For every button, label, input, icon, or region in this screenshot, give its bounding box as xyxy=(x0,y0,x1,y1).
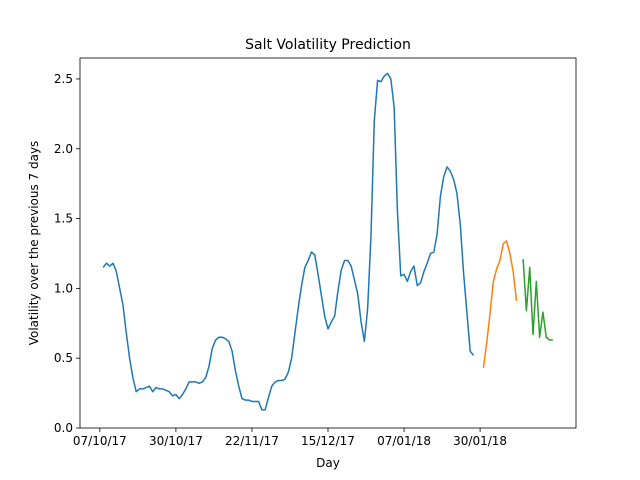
y-axis-label: Volatility over the previous 7 days xyxy=(27,141,41,346)
y-tick-label: 1.5 xyxy=(54,212,73,226)
chart-title: Salt Volatility Prediction xyxy=(245,37,411,53)
x-tick-label: 30/01/18 xyxy=(453,434,507,448)
x-tick-label: 15/12/17 xyxy=(301,434,355,448)
x-tick-label: 30/10/17 xyxy=(149,434,203,448)
x-tick-label: 22/11/17 xyxy=(225,434,279,448)
x-tick-label: 07/10/17 xyxy=(73,434,127,448)
y-tick-label: 0.5 xyxy=(54,351,73,365)
x-tick-label: 07/01/18 xyxy=(377,434,431,448)
data-line xyxy=(102,72,475,411)
x-axis-label: Day xyxy=(316,456,340,470)
data-line xyxy=(482,240,518,369)
y-tick-label: 2.5 xyxy=(54,72,73,86)
y-tick-label: 1.0 xyxy=(54,281,73,295)
data-line xyxy=(522,259,553,341)
plot-frame xyxy=(79,57,577,429)
y-tick-label: 0.0 xyxy=(54,421,73,435)
y-tick-label: 2.0 xyxy=(54,142,73,156)
